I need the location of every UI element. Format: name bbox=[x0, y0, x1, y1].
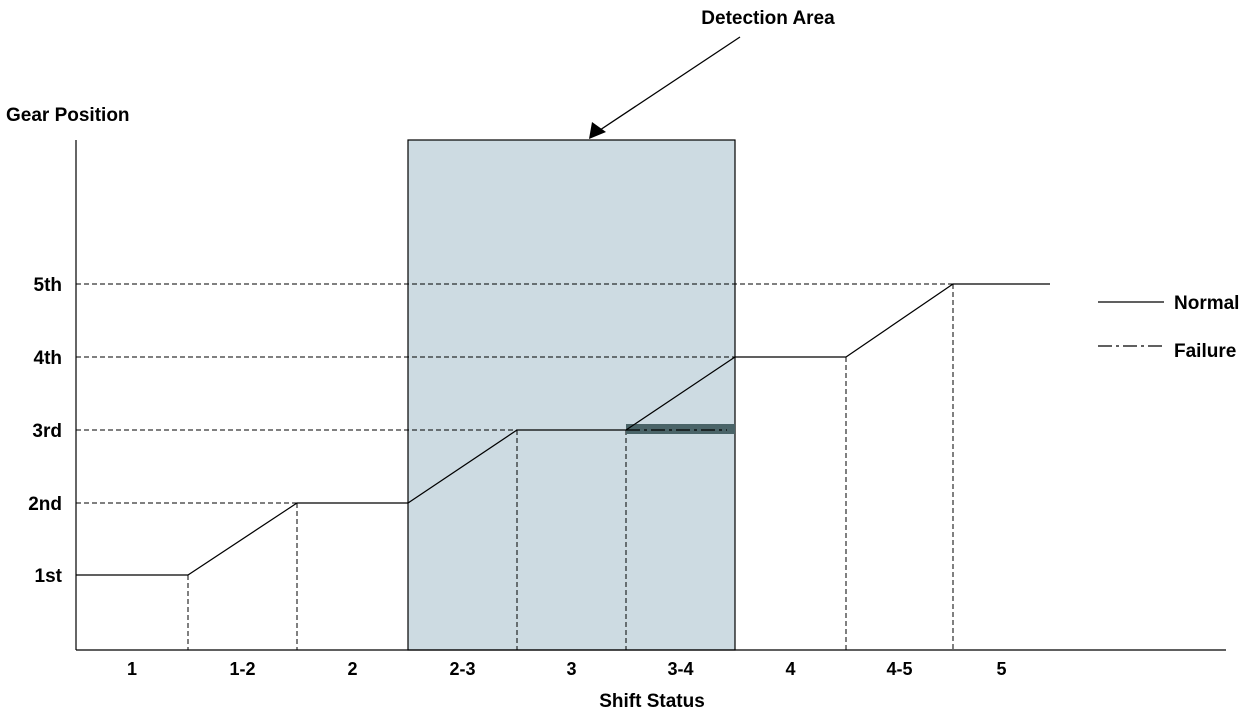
legend-failure-label: Failure bbox=[1174, 341, 1236, 362]
detection-area-label: Detection Area bbox=[701, 8, 835, 29]
normal-line bbox=[76, 283, 1050, 576]
gear-label-3rd: 3rd bbox=[32, 421, 62, 442]
shift-label-4: 4 bbox=[785, 659, 795, 679]
gear-label-4th: 4th bbox=[34, 348, 63, 369]
shift-label-2-3: 2-3 bbox=[449, 659, 475, 679]
detection-area bbox=[407, 139, 736, 651]
legend: Normal Failure bbox=[1098, 293, 1239, 362]
x-axis-label: Shift Status bbox=[599, 691, 705, 712]
shift-label-2: 2 bbox=[347, 659, 357, 679]
gear-label-2nd: 2nd bbox=[28, 494, 62, 515]
shift-label-4-5: 4-5 bbox=[886, 659, 912, 679]
gear-label-1st: 1st bbox=[35, 566, 63, 587]
shift-label-3: 3 bbox=[566, 659, 576, 679]
shift-label-5: 5 bbox=[996, 659, 1006, 679]
shift-label-3-4: 3-4 bbox=[667, 659, 693, 679]
shift-label-1-2: 1-2 bbox=[229, 659, 255, 679]
y-axis-label: Gear Position bbox=[6, 105, 130, 126]
legend-normal-label: Normal bbox=[1174, 293, 1239, 314]
shift-label-1: 1 bbox=[127, 659, 137, 679]
failure-band bbox=[626, 424, 735, 434]
detection-arrow bbox=[589, 36, 741, 139]
gear-label-5th: 5th bbox=[34, 275, 63, 296]
